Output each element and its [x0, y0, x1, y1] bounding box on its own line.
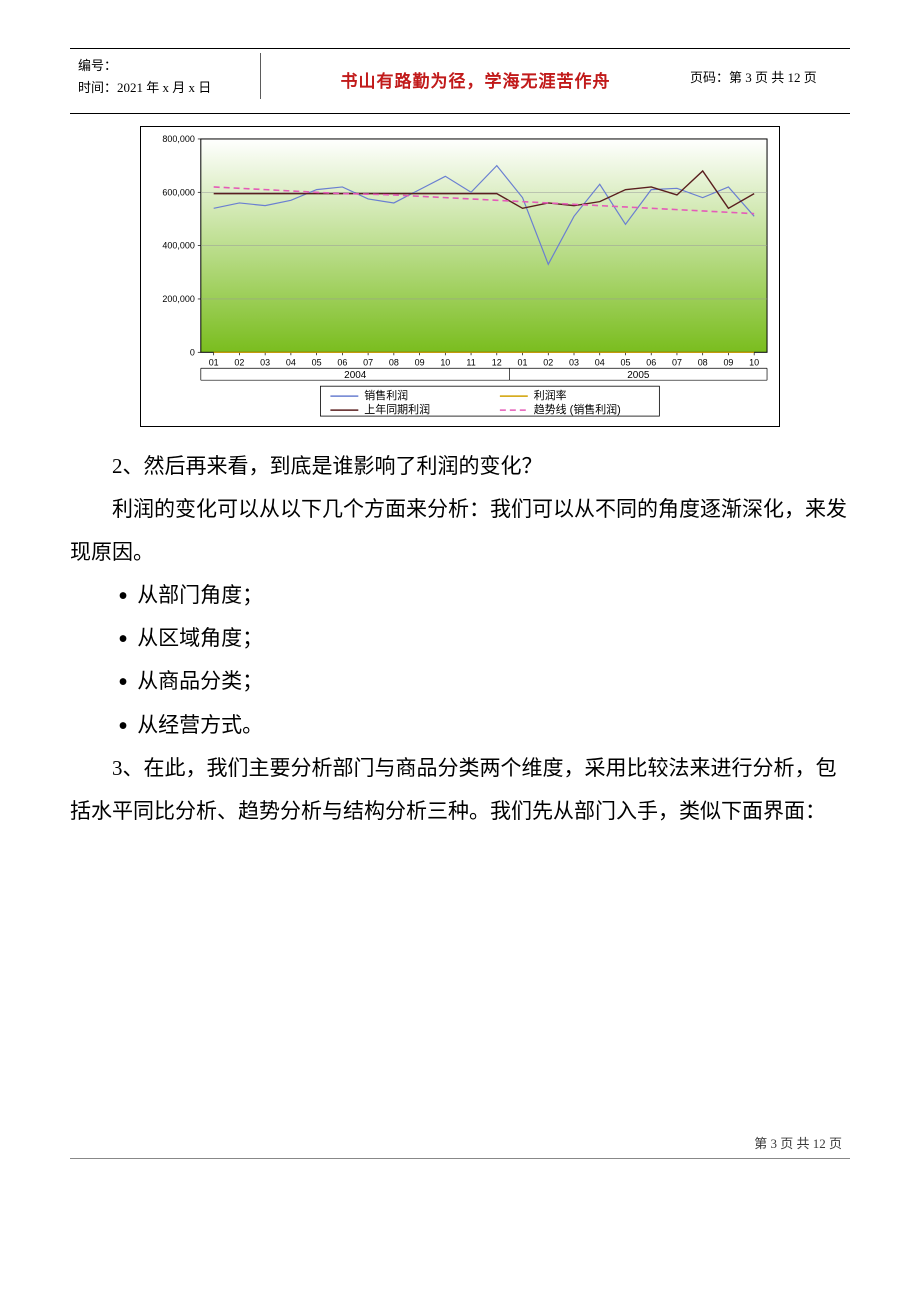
svg-text:07: 07 [672, 357, 682, 367]
header-number: 编号： [78, 55, 260, 77]
page-header: 编号： 时间：2021 年 x 月 x 日 书山有路勤为径，学海无涯苦作舟 页码… [70, 51, 850, 114]
svg-text:08: 08 [698, 357, 708, 367]
svg-text:04: 04 [286, 357, 296, 367]
svg-text:06: 06 [646, 357, 656, 367]
svg-text:600,000: 600,000 [162, 187, 194, 197]
svg-text:200,000: 200,000 [162, 294, 194, 304]
svg-text:12: 12 [492, 357, 502, 367]
svg-text:800,000: 800,000 [162, 134, 194, 144]
header-time: 时间：2021 年 x 月 x 日 [78, 77, 260, 99]
svg-text:趋势线 (销售利润): 趋势线 (销售利润) [534, 402, 621, 416]
list-item: 从经营方式。 [137, 704, 850, 747]
paragraph-q2: 2、然后再来看，到底是谁影响了利润的变化？ [70, 445, 850, 488]
page-footer: 第 3 页 共 12 页 [70, 1133, 850, 1152]
header-motto: 书山有路勤为径，学海无涯苦作舟 [341, 72, 611, 91]
svg-text:01: 01 [209, 357, 219, 367]
top-rule [70, 48, 850, 49]
paragraph-q3: 3、在此，我们主要分析部门与商品分类两个维度，采用比较法来进行分析，包括水平同比… [70, 747, 850, 833]
body-text: 2、然后再来看，到底是谁影响了利润的变化？ 利润的变化可以从以下几个方面来分析：… [70, 445, 850, 832]
header-right: 页码：第 3 页 共 12 页 [690, 51, 850, 99]
list-item: 从区域角度； [137, 617, 850, 660]
svg-text:04: 04 [595, 357, 605, 367]
svg-text:02: 02 [234, 357, 244, 367]
svg-text:400,000: 400,000 [162, 241, 194, 251]
document-page: 编号： 时间：2021 年 x 月 x 日 书山有路勤为径，学海无涯苦作舟 页码… [0, 0, 920, 1199]
footer-rule [70, 1158, 850, 1159]
svg-text:10: 10 [749, 357, 759, 367]
svg-text:10: 10 [440, 357, 450, 367]
svg-text:05: 05 [312, 357, 322, 367]
svg-text:03: 03 [260, 357, 270, 367]
list-item: 从部门角度； [137, 574, 850, 617]
svg-text:05: 05 [620, 357, 630, 367]
svg-text:06: 06 [337, 357, 347, 367]
profit-chart: 0 200,000 400,000 600,000 800,000 01 02 03 04 05 0… [140, 126, 780, 427]
svg-text:09: 09 [415, 357, 425, 367]
svg-text:01: 01 [518, 357, 528, 367]
paragraph-analysis-intro: 利润的变化可以从以下几个方面来分析：我们可以从不同的角度逐渐深化，来发现原因。 [70, 488, 850, 574]
svg-text:08: 08 [389, 357, 399, 367]
bullet-list: 从部门角度； 从区域角度； 从商品分类； 从经营方式。 [70, 574, 850, 746]
svg-text:销售利润: 销售利润 [364, 388, 408, 402]
svg-text:11: 11 [466, 357, 475, 367]
svg-text:09: 09 [723, 357, 733, 367]
svg-text:2004: 2004 [344, 370, 367, 381]
svg-text:03: 03 [569, 357, 579, 367]
svg-text:0: 0 [190, 347, 195, 357]
svg-text:2005: 2005 [627, 370, 650, 381]
chart-svg: 0 200,000 400,000 600,000 800,000 01 02 03 04 05 0… [141, 127, 779, 426]
footer-page-number: 第 3 页 共 12 页 [754, 1136, 842, 1151]
header-page-label: 页码：第 3 页 共 12 页 [690, 70, 817, 85]
svg-text:07: 07 [363, 357, 373, 367]
svg-text:上年同期利润: 上年同期利润 [364, 402, 430, 416]
list-item: 从商品分类； [137, 660, 850, 703]
svg-text:利润率: 利润率 [534, 388, 567, 402]
header-left: 编号： 时间：2021 年 x 月 x 日 [70, 51, 260, 99]
header-middle: 书山有路勤为径，学海无涯苦作舟 [261, 51, 690, 99]
svg-text:02: 02 [543, 357, 553, 367]
